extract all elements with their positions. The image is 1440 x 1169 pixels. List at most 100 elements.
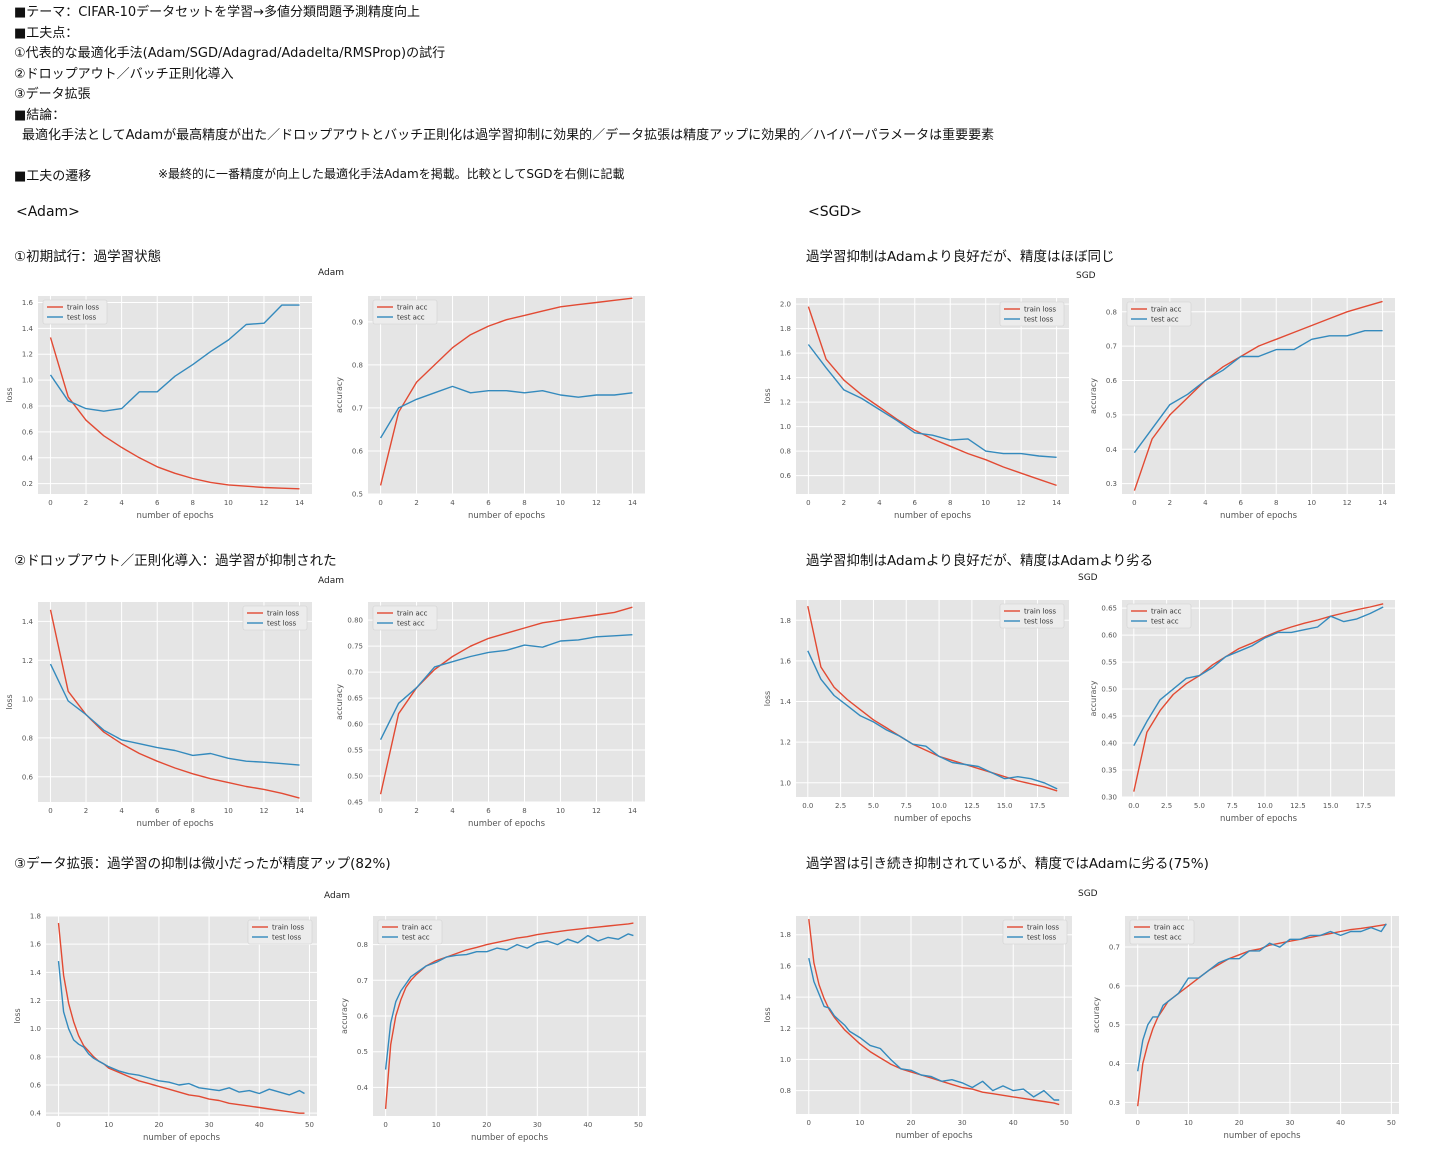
sgd-2-loss-x-tick-label: 12.5 bbox=[964, 802, 980, 810]
adam-2-accuracy-y-tick-label: 0.55 bbox=[347, 747, 363, 755]
adam-1-loss-y-tick-label: 1.4 bbox=[22, 325, 34, 333]
sgd-1-loss-x-tick-label: 14 bbox=[1052, 499, 1061, 507]
sgd-3-loss-y-tick-label: 1.8 bbox=[780, 931, 791, 939]
sgd-3-loss-x-tick-label: 20 bbox=[907, 1119, 916, 1127]
adam-1-loss-y-tick-label: 1.0 bbox=[22, 377, 33, 385]
sgd-3-accuracy-x-tick-label: 40 bbox=[1336, 1119, 1345, 1127]
sgd-1-loss-chart: 0 2 4 6 8 10 12 14 0.6 0.8 1.0 1.2 1.4 1.6 1.8 2.0 numbe… bbox=[763, 298, 1069, 521]
sgd-2-accuracy-y-tick-label: 0.40 bbox=[1101, 740, 1117, 748]
sgd-1-loss-x-axis-label: number of epochs bbox=[894, 511, 972, 521]
adam-3-loss-y-tick-label: 1.2 bbox=[30, 997, 41, 1005]
adam-1-accuracy-series-train-acc bbox=[379, 297, 633, 486]
section-title-sgd-3: 過学習は引き続き抑制されているが、精度ではAdamに劣る(75%) bbox=[806, 856, 1209, 872]
adam-3-accuracy-series-train-acc bbox=[384, 922, 634, 1109]
sgd-3-loss-chart: 0 10 20 30 40 50 0.8 1.0 1.2 1.4 1.6 1.8 number of e… bbox=[763, 916, 1072, 1141]
adam-1-loss-x-tick-label: 10 bbox=[224, 499, 233, 507]
sgd-1-loss-x-tick-label: 10 bbox=[981, 499, 990, 507]
adam-2-loss-x-tick-label: 4 bbox=[119, 807, 124, 815]
sgd-2-loss-y-tick-label: 1.0 bbox=[780, 779, 791, 787]
adam-3-loss-legend-entry: test loss bbox=[272, 934, 302, 942]
adam-2-loss-plot-area bbox=[38, 602, 312, 802]
adam-2-loss-series-test-loss bbox=[49, 663, 300, 766]
adam-2-loss-x-tick-label: 12 bbox=[260, 807, 269, 815]
adam-2-accuracy-x-tick-label: 2 bbox=[414, 807, 418, 815]
point-1: ①代表的な最適化手法(Adam/SGD/Adagrad/Adadelta/RMS… bbox=[14, 46, 446, 61]
sgd-1-accuracy-y-axis-label: accuracy bbox=[1089, 378, 1098, 414]
sgd-2-loss-legend-entry: test loss bbox=[1024, 618, 1054, 626]
adam-3-loss-x-tick-label: 40 bbox=[255, 1121, 264, 1129]
sgd-3-loss-x-tick-label: 0 bbox=[807, 1119, 811, 1127]
adam-1-loss-y-axis-label: loss bbox=[5, 387, 14, 402]
adam-2-accuracy-legend-entry: test acc bbox=[397, 620, 425, 628]
sgd-1-loss-legend bbox=[999, 301, 1065, 327]
adam-3-loss-chart: 0 10 20 30 40 50 0.4 0.6 0.8 1.0 1.2 1.4 1.6 1.8 numbe… bbox=[13, 913, 317, 1143]
sgd-2-loss-chart: 0.0 2.5 5.0 7.5 10.0 12.5 15.0 17.5 1.0 1.2 1.4 1.6… bbox=[763, 600, 1069, 824]
sgd-2-accuracy-y-tick-label: 0.65 bbox=[1101, 605, 1117, 613]
points-heading: ■工夫点： bbox=[14, 25, 79, 41]
adam-3-loss-y-tick-label: 1.0 bbox=[30, 1025, 41, 1033]
adam-3-accuracy-x-tick-label: 20 bbox=[482, 1121, 491, 1129]
sgd-2-loss-series-test-loss bbox=[807, 650, 1058, 790]
adam-2-accuracy-x-tick-label: 0 bbox=[378, 807, 382, 815]
adam-2-loss-y-tick-label: 1.2 bbox=[22, 657, 33, 665]
adam-3-accuracy-x-tick-label: 40 bbox=[583, 1121, 592, 1129]
sgd-1-loss-y-tick-label: 2.0 bbox=[780, 301, 791, 309]
sgd-3-accuracy-x-tick-label: 10 bbox=[1184, 1119, 1193, 1127]
sgd-3-loss-y-tick-label: 1.4 bbox=[780, 994, 792, 1002]
sgd-1-loss-series-train-loss bbox=[807, 306, 1057, 487]
sgd-3-accuracy-x-tick-label: 30 bbox=[1285, 1119, 1294, 1127]
adam-1-loss-x-tick-label: 14 bbox=[295, 499, 304, 507]
adam-1-accuracy-x-tick-label: 12 bbox=[592, 499, 601, 507]
sgd-1-accuracy-x-tick-label: 0 bbox=[1132, 499, 1136, 507]
adam-2-loss-x-tick-label: 8 bbox=[191, 807, 195, 815]
adam-1-accuracy-legend bbox=[372, 299, 438, 325]
sgd-1-accuracy-y-tick-label: 0.4 bbox=[1106, 446, 1118, 454]
sgd-2-loss-x-tick-label: 10.0 bbox=[931, 802, 947, 810]
adam-3-loss-x-tick-label: 20 bbox=[154, 1121, 163, 1129]
sgd-3-accuracy-series-train-acc bbox=[1137, 923, 1387, 1107]
sgd-3-loss-legend-entry: train loss bbox=[1027, 924, 1059, 932]
suptitle-adam-2: Adam bbox=[318, 576, 344, 586]
adam-2-accuracy-y-axis-label: accuracy bbox=[335, 684, 344, 720]
adam-2-accuracy-y-tick-label: 0.75 bbox=[347, 643, 363, 651]
sgd-2-accuracy-x-tick-label: 7.5 bbox=[1227, 802, 1238, 810]
sgd-1-loss-x-tick-label: 0 bbox=[806, 499, 810, 507]
sgd-2-accuracy-x-tick-label: 2.5 bbox=[1161, 802, 1172, 810]
adam-1-accuracy-x-tick-label: 8 bbox=[522, 499, 526, 507]
adam-2-accuracy-y-tick-label: 0.50 bbox=[347, 773, 363, 781]
adam-2-loss-y-tick-label: 1.4 bbox=[22, 618, 34, 626]
adam-3-loss-y-tick-label: 1.6 bbox=[30, 941, 42, 949]
adam-2-accuracy-y-tick-label: 0.70 bbox=[347, 669, 363, 677]
adam-1-accuracy-x-tick-label: 4 bbox=[450, 499, 455, 507]
adam-1-accuracy-y-axis-label: accuracy bbox=[335, 377, 344, 413]
adam-2-accuracy-y-tick-label: 0.60 bbox=[347, 721, 363, 729]
sgd-2-loss-y-axis-label: loss bbox=[763, 691, 772, 706]
adam-1-accuracy-legend-entry: test acc bbox=[397, 314, 425, 322]
adam-2-accuracy-x-tick-label: 8 bbox=[522, 807, 526, 815]
sgd-3-accuracy-y-tick-label: 0.7 bbox=[1109, 944, 1120, 952]
sgd-2-loss-plot-area bbox=[796, 600, 1069, 797]
adam-1-accuracy-y-tick-label: 0.5 bbox=[352, 491, 363, 499]
adam-2-accuracy-x-tick-label: 6 bbox=[486, 807, 491, 815]
sgd-1-accuracy-chart: 0 2 4 6 8 10 12 14 0.3 0.4 0.5 0.6 0.7 0.8 number of e… bbox=[1089, 298, 1395, 521]
sgd-1-loss-x-tick-label: 2 bbox=[842, 499, 846, 507]
sgd-1-loss-x-tick-label: 12 bbox=[1017, 499, 1026, 507]
adam-2-accuracy-series-test-acc bbox=[379, 634, 633, 741]
sgd-1-accuracy-x-tick-label: 14 bbox=[1378, 499, 1387, 507]
sgd-2-accuracy-y-tick-label: 0.30 bbox=[1101, 794, 1117, 802]
adam-3-loss-x-tick-label: 0 bbox=[56, 1121, 60, 1129]
sgd-2-loss-y-tick-label: 1.6 bbox=[780, 657, 792, 665]
adam-2-accuracy-x-tick-label: 12 bbox=[592, 807, 601, 815]
adam-2-accuracy-y-tick-label: 0.45 bbox=[347, 799, 363, 807]
suptitle-adam-3: Adam bbox=[324, 891, 350, 901]
suptitle-sgd-3: SGD bbox=[1078, 889, 1098, 899]
adam-1-loss-y-tick-label: 0.4 bbox=[22, 454, 34, 462]
adam-2-accuracy-x-axis-label: number of epochs bbox=[468, 819, 546, 829]
sgd-2-accuracy-y-tick-label: 0.35 bbox=[1101, 767, 1117, 775]
sgd-1-accuracy-y-tick-label: 0.6 bbox=[1106, 377, 1118, 385]
sgd-1-loss-y-tick-label: 1.4 bbox=[780, 374, 792, 382]
adam-2-loss-x-axis-label: number of epochs bbox=[136, 819, 214, 829]
sgd-3-accuracy-legend bbox=[1129, 919, 1195, 945]
adam-2-loss-x-tick-label: 2 bbox=[84, 807, 88, 815]
sgd-1-accuracy-series-train-acc bbox=[1133, 300, 1383, 491]
